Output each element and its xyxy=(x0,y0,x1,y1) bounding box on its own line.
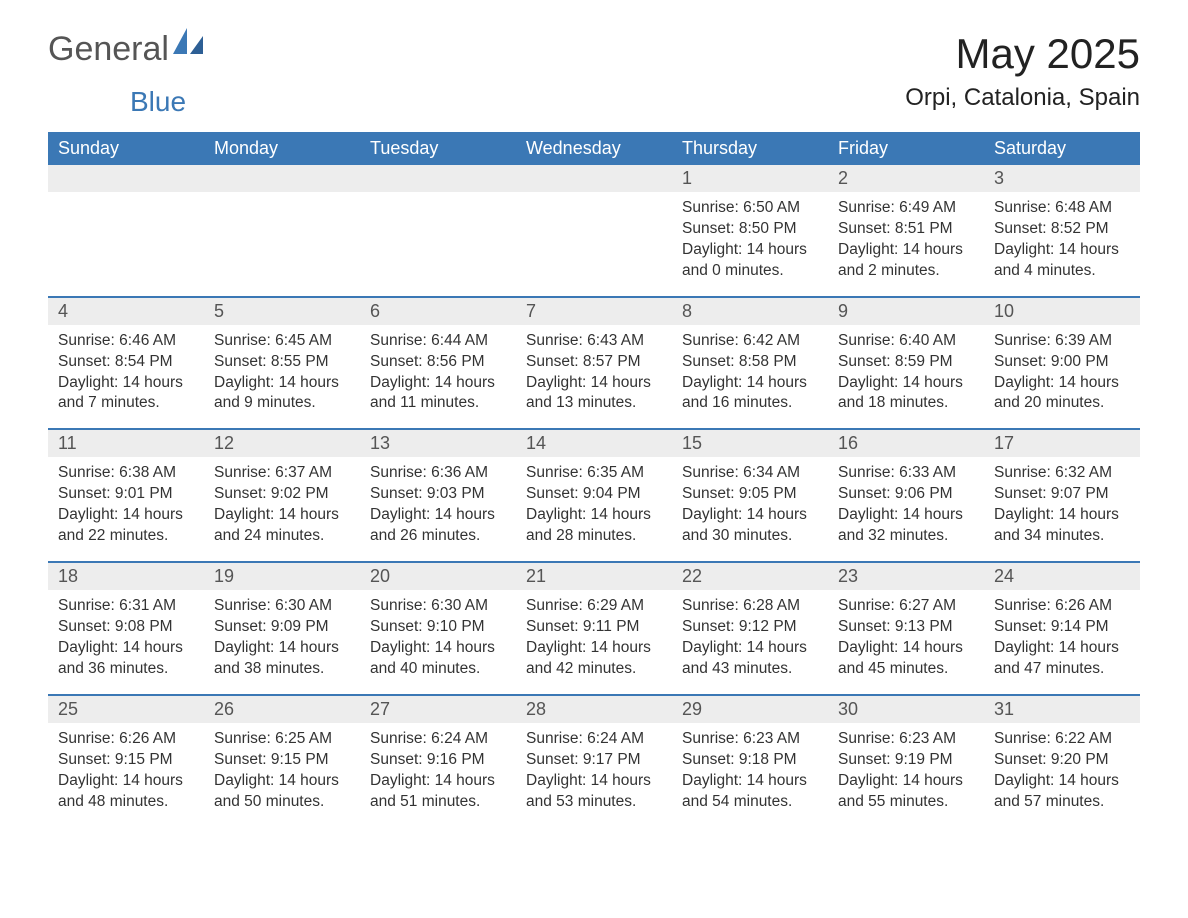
day-number-cell xyxy=(48,165,204,192)
day-body-cell: Sunrise: 6:45 AMSunset: 8:55 PMDaylight:… xyxy=(204,325,360,430)
day-body-cell: Sunrise: 6:36 AMSunset: 9:03 PMDaylight:… xyxy=(360,457,516,562)
weekday-header: Tuesday xyxy=(360,132,516,165)
day-number-cell: 17 xyxy=(984,429,1140,457)
day-body-cell: Sunrise: 6:23 AMSunset: 9:18 PMDaylight:… xyxy=(672,723,828,827)
day-number-cell: 28 xyxy=(516,695,672,723)
day-body-cell xyxy=(204,192,360,297)
day-number-cell: 23 xyxy=(828,562,984,590)
brand-name-part1: General xyxy=(48,30,169,69)
day-body-cell: Sunrise: 6:22 AMSunset: 9:20 PMDaylight:… xyxy=(984,723,1140,827)
day-number-cell: 6 xyxy=(360,297,516,325)
day-number-cell: 19 xyxy=(204,562,360,590)
day-number-cell: 22 xyxy=(672,562,828,590)
day-body-cell: Sunrise: 6:31 AMSunset: 9:08 PMDaylight:… xyxy=(48,590,204,695)
day-number-cell: 7 xyxy=(516,297,672,325)
day-body-cell: Sunrise: 6:42 AMSunset: 8:58 PMDaylight:… xyxy=(672,325,828,430)
day-body-cell: Sunrise: 6:38 AMSunset: 9:01 PMDaylight:… xyxy=(48,457,204,562)
day-number-cell: 20 xyxy=(360,562,516,590)
day-body-cell: Sunrise: 6:43 AMSunset: 8:57 PMDaylight:… xyxy=(516,325,672,430)
day-number-cell: 13 xyxy=(360,429,516,457)
weekday-header: Monday xyxy=(204,132,360,165)
day-number-cell: 16 xyxy=(828,429,984,457)
day-body-cell: Sunrise: 6:27 AMSunset: 9:13 PMDaylight:… xyxy=(828,590,984,695)
day-body-row: Sunrise: 6:38 AMSunset: 9:01 PMDaylight:… xyxy=(48,457,1140,562)
day-number-cell: 1 xyxy=(672,165,828,192)
day-number-cell: 9 xyxy=(828,297,984,325)
day-body-cell: Sunrise: 6:35 AMSunset: 9:04 PMDaylight:… xyxy=(516,457,672,562)
weekday-header: Thursday xyxy=(672,132,828,165)
day-number-cell xyxy=(204,165,360,192)
day-number-cell: 10 xyxy=(984,297,1140,325)
weekday-header: Wednesday xyxy=(516,132,672,165)
day-body-cell: Sunrise: 6:23 AMSunset: 9:19 PMDaylight:… xyxy=(828,723,984,827)
day-body-cell: Sunrise: 6:32 AMSunset: 9:07 PMDaylight:… xyxy=(984,457,1140,562)
weekday-header: Friday xyxy=(828,132,984,165)
day-body-cell: Sunrise: 6:24 AMSunset: 9:17 PMDaylight:… xyxy=(516,723,672,827)
day-number-cell: 2 xyxy=(828,165,984,192)
day-body-cell: Sunrise: 6:26 AMSunset: 9:14 PMDaylight:… xyxy=(984,590,1140,695)
day-number-cell: 24 xyxy=(984,562,1140,590)
day-body-cell: Sunrise: 6:48 AMSunset: 8:52 PMDaylight:… xyxy=(984,192,1140,297)
day-body-row: Sunrise: 6:26 AMSunset: 9:15 PMDaylight:… xyxy=(48,723,1140,827)
day-number-cell: 21 xyxy=(516,562,672,590)
day-body-cell: Sunrise: 6:37 AMSunset: 9:02 PMDaylight:… xyxy=(204,457,360,562)
day-body-cell: Sunrise: 6:28 AMSunset: 9:12 PMDaylight:… xyxy=(672,590,828,695)
day-number-cell xyxy=(360,165,516,192)
day-body-cell: Sunrise: 6:39 AMSunset: 9:00 PMDaylight:… xyxy=(984,325,1140,430)
day-number-row: 18192021222324 xyxy=(48,562,1140,590)
day-number-cell: 8 xyxy=(672,297,828,325)
day-number-row: 45678910 xyxy=(48,297,1140,325)
day-body-cell: Sunrise: 6:40 AMSunset: 8:59 PMDaylight:… xyxy=(828,325,984,430)
month-title: May 2025 xyxy=(905,30,1140,78)
day-number-cell: 4 xyxy=(48,297,204,325)
day-body-cell: Sunrise: 6:26 AMSunset: 9:15 PMDaylight:… xyxy=(48,723,204,827)
day-number-cell: 5 xyxy=(204,297,360,325)
day-number-cell: 27 xyxy=(360,695,516,723)
day-number-cell: 31 xyxy=(984,695,1140,723)
brand-logo: General xyxy=(48,30,207,69)
day-body-row: Sunrise: 6:50 AMSunset: 8:50 PMDaylight:… xyxy=(48,192,1140,297)
day-number-cell: 15 xyxy=(672,429,828,457)
day-body-cell: Sunrise: 6:24 AMSunset: 9:16 PMDaylight:… xyxy=(360,723,516,827)
brand-sail-icon xyxy=(173,24,207,63)
day-number-cell: 26 xyxy=(204,695,360,723)
weekday-header: Sunday xyxy=(48,132,204,165)
day-body-row: Sunrise: 6:46 AMSunset: 8:54 PMDaylight:… xyxy=(48,325,1140,430)
day-body-cell: Sunrise: 6:50 AMSunset: 8:50 PMDaylight:… xyxy=(672,192,828,297)
calendar-table: SundayMondayTuesdayWednesdayThursdayFrid… xyxy=(48,132,1140,827)
day-number-row: 25262728293031 xyxy=(48,695,1140,723)
day-number-cell: 25 xyxy=(48,695,204,723)
weekday-header: Saturday xyxy=(984,132,1140,165)
brand-name-part2: Blue xyxy=(130,86,186,118)
day-body-cell: Sunrise: 6:33 AMSunset: 9:06 PMDaylight:… xyxy=(828,457,984,562)
day-body-cell: Sunrise: 6:49 AMSunset: 8:51 PMDaylight:… xyxy=(828,192,984,297)
day-number-cell: 18 xyxy=(48,562,204,590)
day-body-cell xyxy=(48,192,204,297)
day-number-row: 11121314151617 xyxy=(48,429,1140,457)
day-body-cell: Sunrise: 6:46 AMSunset: 8:54 PMDaylight:… xyxy=(48,325,204,430)
day-number-cell: 12 xyxy=(204,429,360,457)
location-subtitle: Orpi, Catalonia, Spain xyxy=(905,84,1140,112)
day-number-cell: 30 xyxy=(828,695,984,723)
day-number-row: 123 xyxy=(48,165,1140,192)
weekday-header-row: SundayMondayTuesdayWednesdayThursdayFrid… xyxy=(48,132,1140,165)
day-number-cell xyxy=(516,165,672,192)
day-number-cell: 3 xyxy=(984,165,1140,192)
day-number-cell: 29 xyxy=(672,695,828,723)
day-body-cell: Sunrise: 6:29 AMSunset: 9:11 PMDaylight:… xyxy=(516,590,672,695)
day-body-row: Sunrise: 6:31 AMSunset: 9:08 PMDaylight:… xyxy=(48,590,1140,695)
day-number-cell: 14 xyxy=(516,429,672,457)
day-body-cell: Sunrise: 6:30 AMSunset: 9:09 PMDaylight:… xyxy=(204,590,360,695)
day-number-cell: 11 xyxy=(48,429,204,457)
day-body-cell xyxy=(360,192,516,297)
day-body-cell: Sunrise: 6:30 AMSunset: 9:10 PMDaylight:… xyxy=(360,590,516,695)
day-body-cell: Sunrise: 6:25 AMSunset: 9:15 PMDaylight:… xyxy=(204,723,360,827)
day-body-cell: Sunrise: 6:44 AMSunset: 8:56 PMDaylight:… xyxy=(360,325,516,430)
title-block: May 2025 Orpi, Catalonia, Spain xyxy=(905,30,1140,112)
day-body-cell: Sunrise: 6:34 AMSunset: 9:05 PMDaylight:… xyxy=(672,457,828,562)
day-body-cell xyxy=(516,192,672,297)
